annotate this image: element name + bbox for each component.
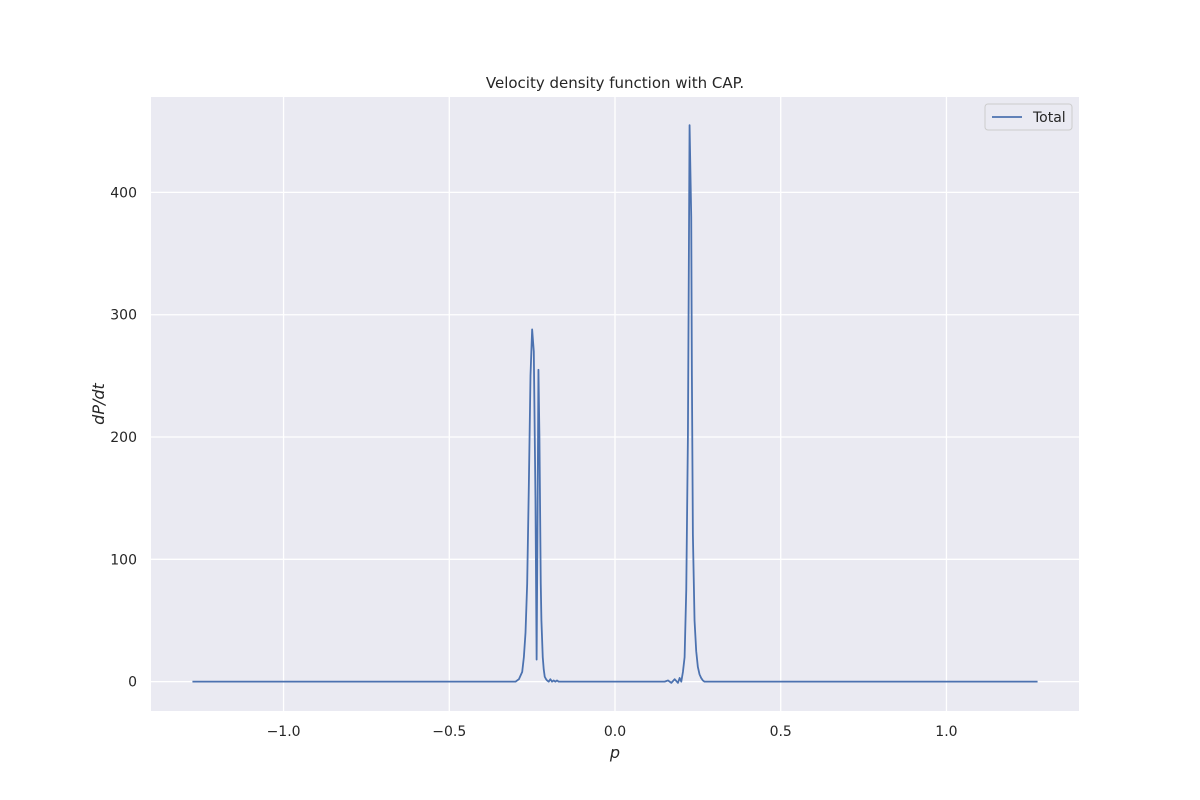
y-tick-label: 100 <box>110 552 137 568</box>
legend-box <box>984 103 1073 131</box>
series-line-total <box>192 124 1038 684</box>
x-tick-label: 0.0 <box>604 724 626 740</box>
x-tick-label: −1.0 <box>267 724 301 740</box>
y-tick-label: 300 <box>110 308 137 324</box>
legend-label: Total <box>1032 110 1066 126</box>
x-tick-label: 1.0 <box>935 724 957 740</box>
y-axis-label: dP/dt <box>89 382 108 424</box>
series-layer <box>192 124 1038 684</box>
y-tick-label: 400 <box>110 185 137 201</box>
legend: Total <box>984 103 1073 131</box>
y-tick-label: 0 <box>128 675 137 691</box>
chart-title: Velocity density function with CAP. <box>486 74 744 92</box>
x-tick-label: −0.5 <box>432 724 466 740</box>
x-axis-label: p <box>609 743 620 762</box>
ticks: −1.0 −0.5 0.0 0.5 1.0 0 100 200 300 400 <box>110 185 957 740</box>
x-tick-label: 0.5 <box>770 724 792 740</box>
y-tick-label: 200 <box>110 430 137 446</box>
